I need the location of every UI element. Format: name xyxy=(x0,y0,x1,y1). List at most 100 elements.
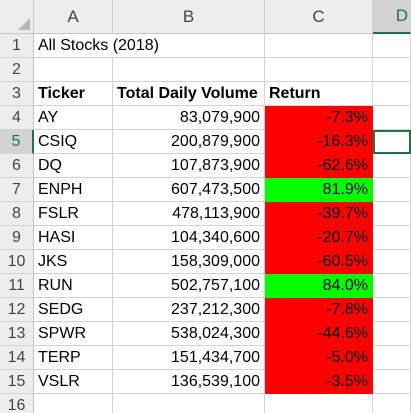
row-header[interactable]: 15 xyxy=(0,370,34,394)
select-all-triangle-icon xyxy=(18,18,30,30)
column-header-a[interactable]: A xyxy=(34,0,113,34)
row-header[interactable]: 8 xyxy=(0,202,34,226)
data-row: 11 RUN 502,757,100 84.0% xyxy=(0,274,411,298)
volume-cell[interactable]: 104,340,600 xyxy=(113,226,265,250)
data-row: 12 SEDG 237,212,300 -7.8% xyxy=(0,298,411,322)
ticker-cell[interactable]: VSLR xyxy=(34,370,113,394)
select-all-corner[interactable] xyxy=(0,0,34,34)
cell[interactable] xyxy=(373,106,411,130)
ticker-cell[interactable]: RUN xyxy=(34,274,113,298)
column-header-c[interactable]: C xyxy=(265,0,373,34)
data-row: 10 JKS 158,309,000 -60.5% xyxy=(0,250,411,274)
volume-header-cell[interactable]: Total Daily Volume xyxy=(113,82,265,106)
cell[interactable] xyxy=(373,178,411,202)
return-header-cell[interactable]: Return xyxy=(265,82,373,106)
row-header[interactable]: 5 xyxy=(0,130,34,154)
ticker-cell[interactable]: SEDG xyxy=(34,298,113,322)
volume-cell[interactable]: 237,212,300 xyxy=(113,298,265,322)
return-cell[interactable]: -7.8% xyxy=(265,298,373,322)
volume-cell[interactable]: 83,079,900 xyxy=(113,106,265,130)
row-header[interactable]: 7 xyxy=(0,178,34,202)
row-header[interactable]: 16 xyxy=(0,394,34,413)
return-cell[interactable]: -16.3% xyxy=(265,130,373,154)
ticker-cell[interactable]: TERP xyxy=(34,346,113,370)
ticker-cell[interactable]: ENPH xyxy=(34,178,113,202)
data-row: 15 VSLR 136,539,100 -3.5% xyxy=(0,370,411,394)
cell[interactable] xyxy=(265,34,373,58)
return-cell[interactable]: -44.6% xyxy=(265,322,373,346)
row-header[interactable]: 12 xyxy=(0,298,34,322)
row-header[interactable]: 14 xyxy=(0,346,34,370)
cell[interactable] xyxy=(373,322,411,346)
cell[interactable] xyxy=(373,82,411,106)
row-header[interactable]: 13 xyxy=(0,322,34,346)
ticker-header-cell[interactable]: Ticker xyxy=(34,82,113,106)
row-header[interactable]: 1 xyxy=(0,34,34,58)
return-cell[interactable]: -62.6% xyxy=(265,154,373,178)
sheet-row: 1 All Stocks (2018) xyxy=(0,34,411,58)
sheet-row: 2 xyxy=(0,58,411,82)
cell[interactable] xyxy=(373,394,411,413)
ticker-cell[interactable]: AY xyxy=(34,106,113,130)
cell[interactable] xyxy=(113,34,265,58)
volume-cell[interactable]: 607,473,500 xyxy=(113,178,265,202)
cell[interactable] xyxy=(373,298,411,322)
row-header[interactable]: 10 xyxy=(0,250,34,274)
data-row: 5 CSIQ 200,879,900 -16.3% xyxy=(0,130,411,154)
volume-cell[interactable]: 136,539,100 xyxy=(113,370,265,394)
volume-cell[interactable]: 502,757,100 xyxy=(113,274,265,298)
data-row: 13 SPWR 538,024,300 -44.6% xyxy=(0,322,411,346)
ticker-cell[interactable]: SPWR xyxy=(34,322,113,346)
row-header[interactable]: 2 xyxy=(0,58,34,82)
return-cell[interactable]: -20.7% xyxy=(265,226,373,250)
cell[interactable] xyxy=(113,58,265,82)
cell[interactable] xyxy=(373,58,411,82)
cell[interactable] xyxy=(265,58,373,82)
sheet-row: 16 xyxy=(0,394,411,413)
row-header[interactable]: 11 xyxy=(0,274,34,298)
row-header[interactable]: 3 xyxy=(0,82,34,106)
data-row: 8 FSLR 478,113,900 -39.7% xyxy=(0,202,411,226)
sheet-row: 3 Ticker Total Daily Volume Return xyxy=(0,82,411,106)
data-row: 14 TERP 151,434,700 -5.0% xyxy=(0,346,411,370)
ticker-cell[interactable]: CSIQ xyxy=(34,130,113,154)
volume-cell[interactable]: 158,309,000 xyxy=(113,250,265,274)
return-cell[interactable]: 81.9% xyxy=(265,178,373,202)
column-header-d[interactable]: D xyxy=(373,0,411,34)
cell[interactable] xyxy=(373,250,411,274)
cell[interactable] xyxy=(373,34,411,58)
title-cell[interactable]: All Stocks (2018) xyxy=(34,34,159,58)
cell[interactable] xyxy=(265,394,373,413)
return-cell[interactable]: -39.7% xyxy=(265,202,373,226)
return-cell[interactable]: -3.5% xyxy=(265,370,373,394)
row-header[interactable]: 4 xyxy=(0,106,34,130)
column-header-b[interactable]: B xyxy=(113,0,265,34)
return-cell[interactable]: 84.0% xyxy=(265,274,373,298)
data-row: 9 HASI 104,340,600 -20.7% xyxy=(0,226,411,250)
ticker-cell[interactable]: HASI xyxy=(34,226,113,250)
ticker-cell[interactable]: DQ xyxy=(34,154,113,178)
volume-cell[interactable]: 200,879,900 xyxy=(113,130,265,154)
return-cell[interactable]: -7.3% xyxy=(265,106,373,130)
cell[interactable] xyxy=(373,154,411,178)
return-cell[interactable]: -60.5% xyxy=(265,250,373,274)
return-cell[interactable]: -5.0% xyxy=(265,346,373,370)
ticker-cell[interactable]: FSLR xyxy=(34,202,113,226)
cell[interactable] xyxy=(34,58,113,82)
active-cell[interactable] xyxy=(373,130,411,154)
volume-cell[interactable]: 478,113,900 xyxy=(113,202,265,226)
cell[interactable] xyxy=(373,226,411,250)
row-header[interactable]: 9 xyxy=(0,226,34,250)
cell[interactable] xyxy=(373,274,411,298)
volume-cell[interactable]: 151,434,700 xyxy=(113,346,265,370)
cell[interactable] xyxy=(113,394,265,413)
cell[interactable] xyxy=(373,202,411,226)
row-header[interactable]: 6 xyxy=(0,154,34,178)
cell[interactable] xyxy=(34,394,113,413)
cell[interactable] xyxy=(373,346,411,370)
cell[interactable] xyxy=(373,370,411,394)
volume-cell[interactable]: 107,873,900 xyxy=(113,154,265,178)
volume-cell[interactable]: 538,024,300 xyxy=(113,322,265,346)
ticker-cell[interactable]: JKS xyxy=(34,250,113,274)
